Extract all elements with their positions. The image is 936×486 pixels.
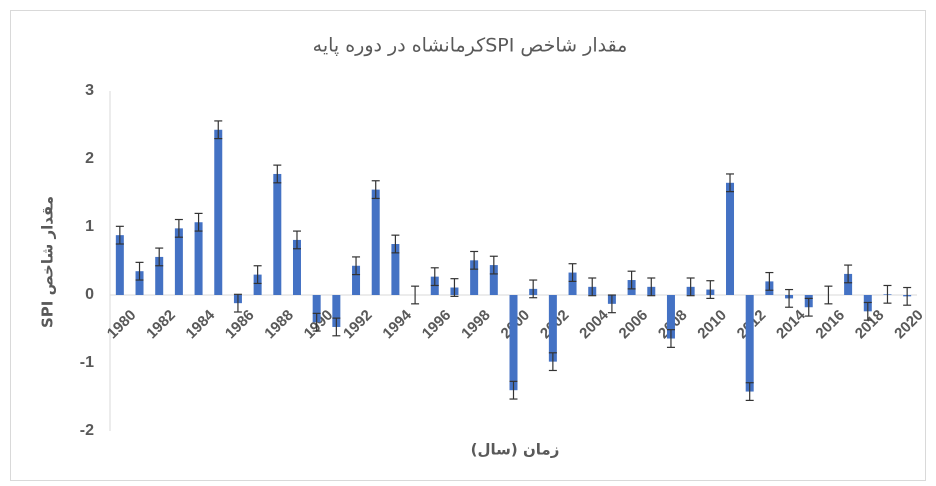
y-tick-label: -1 — [80, 354, 94, 371]
bar — [135, 271, 144, 295]
bar — [666, 295, 675, 339]
bar — [470, 260, 479, 295]
bar — [174, 228, 183, 295]
bar — [273, 173, 282, 295]
bar — [352, 265, 361, 295]
bar — [568, 272, 577, 295]
bar — [194, 222, 203, 295]
bar — [292, 239, 301, 295]
bar — [726, 182, 735, 295]
bar — [312, 295, 321, 323]
bar — [214, 129, 223, 295]
x-axis-title: زمان (سال) — [471, 441, 560, 459]
bar — [548, 295, 557, 362]
bar — [745, 295, 754, 392]
bar — [332, 295, 341, 327]
y-tick-label: 3 — [85, 82, 94, 99]
chart-frame — [10, 10, 926, 481]
y-tick-label: -2 — [80, 422, 94, 439]
bar — [509, 295, 518, 391]
y-axis-title: مقدار شاخص SPI — [39, 196, 57, 328]
y-tick-label: 0 — [85, 286, 94, 303]
bar — [391, 244, 400, 295]
chart-title: مقدار شاخص SPIکرمانشاه در دوره پایه — [313, 35, 628, 57]
y-tick-label: 1 — [85, 218, 94, 235]
bar — [115, 235, 124, 295]
bar — [489, 265, 498, 295]
bar — [844, 273, 853, 295]
bar — [371, 189, 380, 295]
y-tick-label: 2 — [85, 150, 94, 167]
bar — [253, 274, 262, 295]
bar — [155, 256, 164, 295]
